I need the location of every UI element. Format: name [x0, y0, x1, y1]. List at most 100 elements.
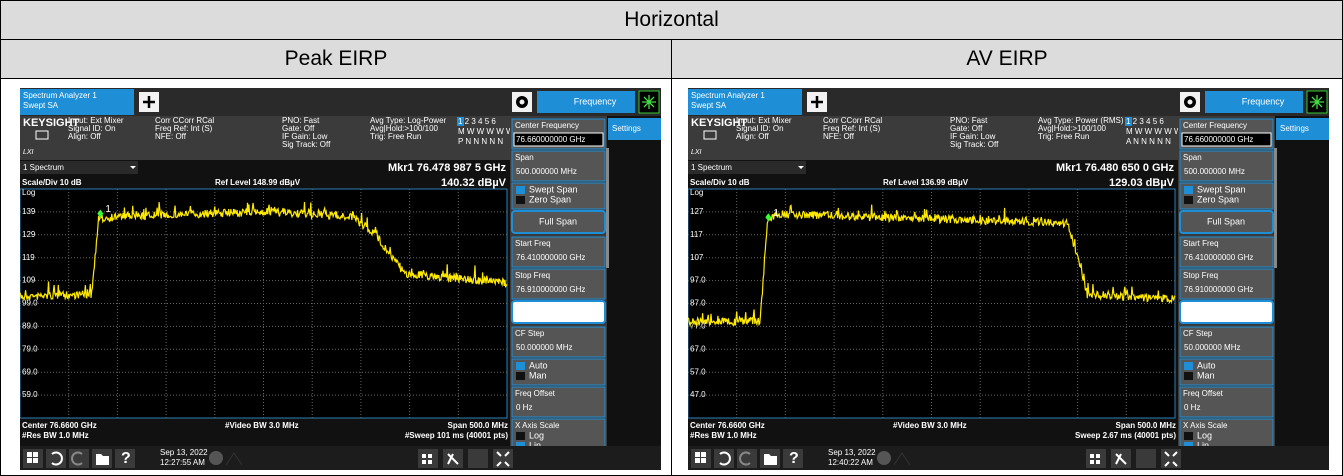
- y-axis-label: 57.0: [690, 367, 706, 376]
- plus-icon: [143, 96, 155, 108]
- marker-readout: Mkr1 76.478 987 5 GHz: [388, 162, 507, 174]
- label: 1 2 3 4 5 6: [1126, 117, 1164, 126]
- label: Spectrum Analyzer 1: [691, 91, 765, 100]
- label: 1 Spectrum: [691, 163, 732, 172]
- value-box: [1181, 132, 1272, 147]
- menu-button[interactable]: [1179, 210, 1274, 234]
- settings-tab[interactable]: [1276, 118, 1329, 140]
- radio-box: [1184, 372, 1193, 380]
- menu-radio[interactable]: [511, 182, 606, 210]
- taskbar-triangle: [225, 452, 243, 466]
- menu-field[interactable]: [511, 326, 606, 358]
- label: 1 2 3 4 5 6: [458, 117, 496, 126]
- dropdown-arrow: [798, 166, 804, 169]
- menu-field[interactable]: [1179, 236, 1274, 268]
- taskbar-button[interactable]: [493, 449, 513, 468]
- label: M W W W W W: [458, 127, 514, 136]
- spectrum-select[interactable]: [20, 161, 138, 174]
- label: Span: [515, 153, 534, 162]
- label: AUTO TUNE: [532, 306, 584, 316]
- menu-field[interactable]: [1179, 326, 1274, 358]
- y-axis-label: 47.0: [690, 390, 706, 399]
- label: Gate: Off: [282, 124, 315, 133]
- menu-radio[interactable]: [1179, 358, 1274, 386]
- windows-icon: [695, 452, 706, 463]
- gear-hole: [519, 99, 525, 105]
- label: Signal ID: On: [736, 124, 784, 133]
- menu-field[interactable]: [1179, 386, 1274, 418]
- label: M W W W W W: [1126, 127, 1182, 136]
- display-icon: [703, 130, 717, 140]
- label: Stop Freq: [1183, 271, 1218, 280]
- settings-tab[interactable]: [608, 118, 661, 140]
- label: Lin: [1197, 440, 1209, 450]
- menu-field[interactable]: [511, 386, 606, 418]
- label: Avg Type: Power (RMS): [1038, 116, 1124, 125]
- marker-label: 1: [105, 204, 111, 215]
- menu-radio[interactable]: [511, 358, 606, 386]
- label: Log: [22, 188, 35, 197]
- menu-radio[interactable]: [1179, 182, 1274, 210]
- label: Avg|Hold:>100/100: [1038, 124, 1107, 133]
- label: X Axis Scale: [515, 421, 560, 430]
- label: Log: [690, 188, 703, 197]
- spectrum-select[interactable]: [688, 161, 806, 174]
- taskbar-button[interactable]: [1136, 449, 1156, 468]
- folder-icon: [764, 454, 777, 465]
- menu-field[interactable]: [511, 236, 606, 268]
- frequency-button[interactable]: [537, 91, 635, 113]
- label: 76.660000000 GHz: [1184, 135, 1253, 144]
- taskbar-button[interactable]: [468, 449, 488, 468]
- taskbar-button[interactable]: [783, 449, 803, 468]
- y-axis-label: 117: [690, 230, 703, 239]
- y-axis-label: 127: [690, 207, 704, 216]
- label: Start Freq: [515, 239, 551, 248]
- brand: KEYSIGHT: [691, 117, 748, 129]
- dropdown-arrow: [130, 166, 136, 169]
- menu-button[interactable]: [1179, 300, 1274, 324]
- taskbar-button[interactable]: [115, 449, 135, 468]
- taskbar-button[interactable]: [418, 449, 438, 468]
- menu-field[interactable]: [1179, 150, 1274, 182]
- plus-icon: [811, 96, 823, 108]
- label: A N N N N N: [1126, 137, 1171, 146]
- y-axis-label: 97.0: [690, 276, 706, 285]
- label: Auto: [529, 360, 548, 370]
- folder-icon: [96, 454, 109, 465]
- redo-icon: [71, 451, 83, 466]
- label: PNO: Fast: [950, 116, 988, 125]
- taskbar-button[interactable]: [1086, 449, 1106, 468]
- label: 76.660000000 GHz: [516, 135, 585, 144]
- label: Sep 13, 2022: [160, 448, 208, 457]
- tab[interactable]: [20, 89, 134, 115]
- info-bar: [20, 116, 510, 160]
- label: 12:40:22 AM: [828, 458, 873, 467]
- taskbar-button[interactable]: [1161, 449, 1181, 468]
- tab[interactable]: [688, 89, 802, 115]
- label: 500.000000 MHz: [1184, 167, 1245, 176]
- menu-field[interactable]: [511, 268, 606, 300]
- y-axis-label: 67.0: [690, 344, 706, 353]
- label: CF Step: [515, 329, 545, 338]
- radio-box: [516, 432, 525, 440]
- label: Zero Span: [1197, 194, 1239, 204]
- label: Input: Ext Mixer: [736, 116, 792, 125]
- column-heading: Peak EIRP: [0, 39, 672, 79]
- marker-readout: Mkr1 76.480 650 0 GHz: [1056, 162, 1175, 174]
- menu-field[interactable]: [511, 150, 606, 182]
- fullscreen-icon: [1164, 451, 1178, 467]
- y-axis-label: 59.0: [22, 390, 38, 399]
- touch-icon: [1115, 453, 1127, 465]
- y-axis-label: 99.0: [22, 299, 38, 308]
- label: NFE: Off: [155, 132, 187, 141]
- scrollbar: [1274, 148, 1277, 268]
- menu-button[interactable]: [511, 300, 606, 324]
- label: Corr CCorr RCal: [823, 116, 882, 125]
- help-icon: ?: [789, 450, 799, 467]
- label: P N N N N N: [458, 137, 503, 146]
- label: #Res BW 1.0 MHz: [690, 431, 757, 440]
- menu-button[interactable]: [511, 210, 606, 234]
- menu-field[interactable]: [1179, 268, 1274, 300]
- frequency-button[interactable]: [1205, 91, 1303, 113]
